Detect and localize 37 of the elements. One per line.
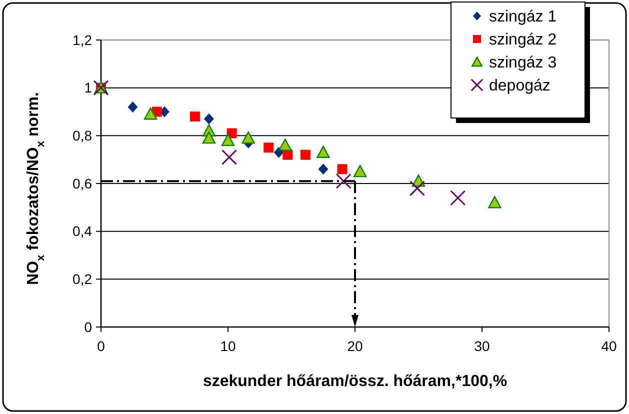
point (353, 164, 367, 178)
point (144, 108, 158, 120)
x-tick-label: 40 (601, 338, 617, 354)
x-tick-label: 30 (474, 338, 490, 354)
legend-label: szingáz 3 (489, 54, 557, 72)
legend-label: szingáz 1 (489, 8, 557, 26)
point (242, 131, 255, 144)
point (190, 112, 200, 122)
point (282, 150, 293, 160)
x-tick-label: 20 (347, 338, 363, 354)
point (300, 150, 310, 160)
y-tick-label: 0,6 (72, 175, 92, 192)
point (316, 146, 330, 158)
y-tick-label: 0,8 (72, 128, 92, 144)
y-tick-label: 1,2 (72, 32, 92, 48)
point (409, 180, 425, 196)
point (204, 113, 214, 124)
point (318, 164, 328, 175)
point (221, 134, 235, 146)
legend-label: depogáz (489, 78, 550, 95)
point (128, 101, 138, 112)
x-axis-title: szekunder hőáram/össz. hőáram,*100,% (202, 373, 508, 390)
y-tick-label: 1 (84, 80, 92, 96)
x-tick-label: 10 (220, 338, 236, 354)
point (337, 164, 348, 174)
y-tick-label: 0 (84, 318, 92, 335)
point (222, 149, 238, 165)
point (336, 173, 352, 189)
x-tick-label: 0 (97, 338, 106, 354)
point (278, 138, 292, 151)
point (488, 196, 502, 208)
point (202, 131, 216, 144)
y-tick-label: 0,2 (72, 271, 92, 288)
point (264, 142, 274, 153)
y-tick-label: 0,4 (72, 223, 92, 240)
legend-label: szingáz 2 (489, 32, 557, 49)
point (450, 190, 466, 206)
